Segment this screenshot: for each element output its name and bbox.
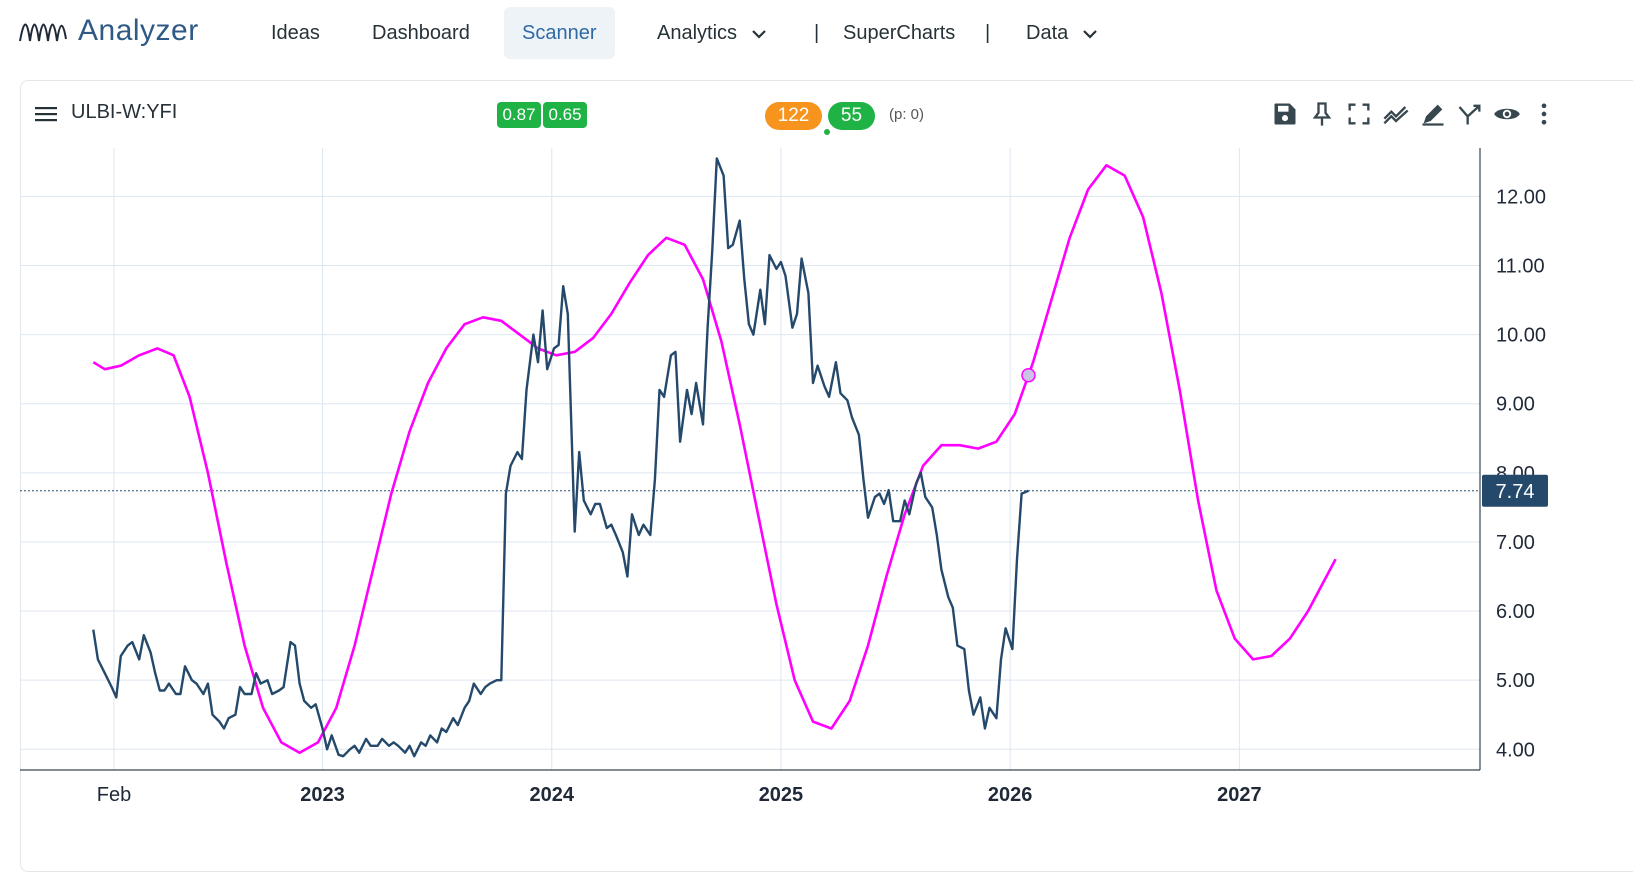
count-badge-green: 55 bbox=[828, 102, 875, 130]
save-button[interactable] bbox=[1271, 100, 1299, 128]
y-tick-label: 4.00 bbox=[1496, 739, 1535, 761]
trend-icon bbox=[1383, 106, 1409, 125]
eye-icon bbox=[1494, 108, 1520, 120]
chart-grid bbox=[20, 148, 1480, 770]
fullscreen-icon bbox=[1348, 103, 1370, 125]
pin-button[interactable] bbox=[1308, 100, 1336, 128]
draw-button[interactable] bbox=[1419, 100, 1447, 128]
x-tick-label: Feb bbox=[97, 784, 131, 806]
x-tick-label: 2023 bbox=[300, 784, 345, 806]
app-logo[interactable]: Analyzer bbox=[18, 14, 199, 48]
count-badge-orange: 122 bbox=[765, 102, 822, 130]
y-tick-label: 9.00 bbox=[1496, 394, 1535, 416]
x-tick-label: 2026 bbox=[988, 784, 1033, 806]
nav-analytics[interactable]: Analytics bbox=[657, 7, 767, 59]
chart-header: ULBI-W:YFI 0.87 0.65 122 55 (p: 0) bbox=[21, 81, 1633, 147]
nav-data[interactable]: Data bbox=[1026, 7, 1098, 59]
y-tick-label: 7.00 bbox=[1496, 532, 1535, 554]
nav-scanner[interactable]: Scanner bbox=[504, 7, 615, 59]
chart-axes: 4.005.006.007.008.009.0010.0011.0012.00F… bbox=[20, 148, 1548, 806]
x-tick-label: 2024 bbox=[529, 784, 574, 806]
merge-icon bbox=[1458, 104, 1481, 125]
nav-ideas[interactable]: Ideas bbox=[271, 22, 320, 44]
y-tick-label: 10.00 bbox=[1496, 325, 1546, 347]
waveform-logo-icon bbox=[19, 23, 67, 42]
top-navigation: Analyzer Ideas Dashboard Scanner Analyti… bbox=[0, 0, 1633, 66]
save-icon bbox=[1274, 103, 1296, 125]
nav-analytics-label: Analytics bbox=[657, 22, 738, 44]
y-tick-label: 12.00 bbox=[1496, 186, 1546, 208]
chart-symbol[interactable]: ULBI-W:YFI bbox=[71, 101, 178, 123]
y-tick-label: 5.00 bbox=[1496, 670, 1535, 692]
cycle-current-marker bbox=[1021, 367, 1036, 383]
pin-icon bbox=[1312, 102, 1332, 126]
nav-separator: | bbox=[985, 22, 991, 44]
y-tick-label: 11.00 bbox=[1496, 255, 1545, 277]
chart-series bbox=[20, 157, 1480, 758]
trend-button[interactable] bbox=[1382, 100, 1410, 128]
app-name: Analyzer bbox=[78, 14, 199, 47]
merge-button[interactable] bbox=[1456, 100, 1484, 128]
x-tick-label: 2025 bbox=[759, 784, 804, 806]
status-dot bbox=[824, 129, 830, 135]
p-value-label: (p: 0) bbox=[889, 106, 925, 123]
visibility-button[interactable] bbox=[1493, 100, 1521, 128]
nav-dashboard[interactable]: Dashboard bbox=[372, 22, 470, 44]
nav-supercharts[interactable]: SuperCharts bbox=[843, 22, 956, 44]
cycle-series-line bbox=[92, 164, 1337, 754]
more-vert-icon bbox=[1541, 103, 1547, 125]
y-tick-label: 6.00 bbox=[1496, 601, 1535, 623]
chart-card: ULBI-W:YFI 0.87 0.65 122 55 (p: 0) bbox=[20, 80, 1633, 872]
nav-data-label: Data bbox=[1026, 22, 1069, 44]
draw-icon bbox=[1422, 104, 1444, 126]
score-badge-1: 0.87 bbox=[497, 102, 541, 128]
score-badge-2: 0.65 bbox=[543, 102, 587, 128]
price-series-line bbox=[92, 157, 1029, 758]
last-price-tag bbox=[1482, 474, 1548, 507]
chevron-down-icon bbox=[752, 29, 766, 39]
nav-separator: | bbox=[814, 22, 820, 44]
chevron-down-icon bbox=[1083, 29, 1098, 39]
more-button[interactable] bbox=[1530, 100, 1558, 128]
hamburger-menu-icon[interactable] bbox=[35, 105, 57, 123]
fullscreen-button[interactable] bbox=[1345, 100, 1373, 128]
x-tick-label: 2027 bbox=[1217, 784, 1262, 806]
last-price-label: 7.74 bbox=[1496, 481, 1535, 503]
